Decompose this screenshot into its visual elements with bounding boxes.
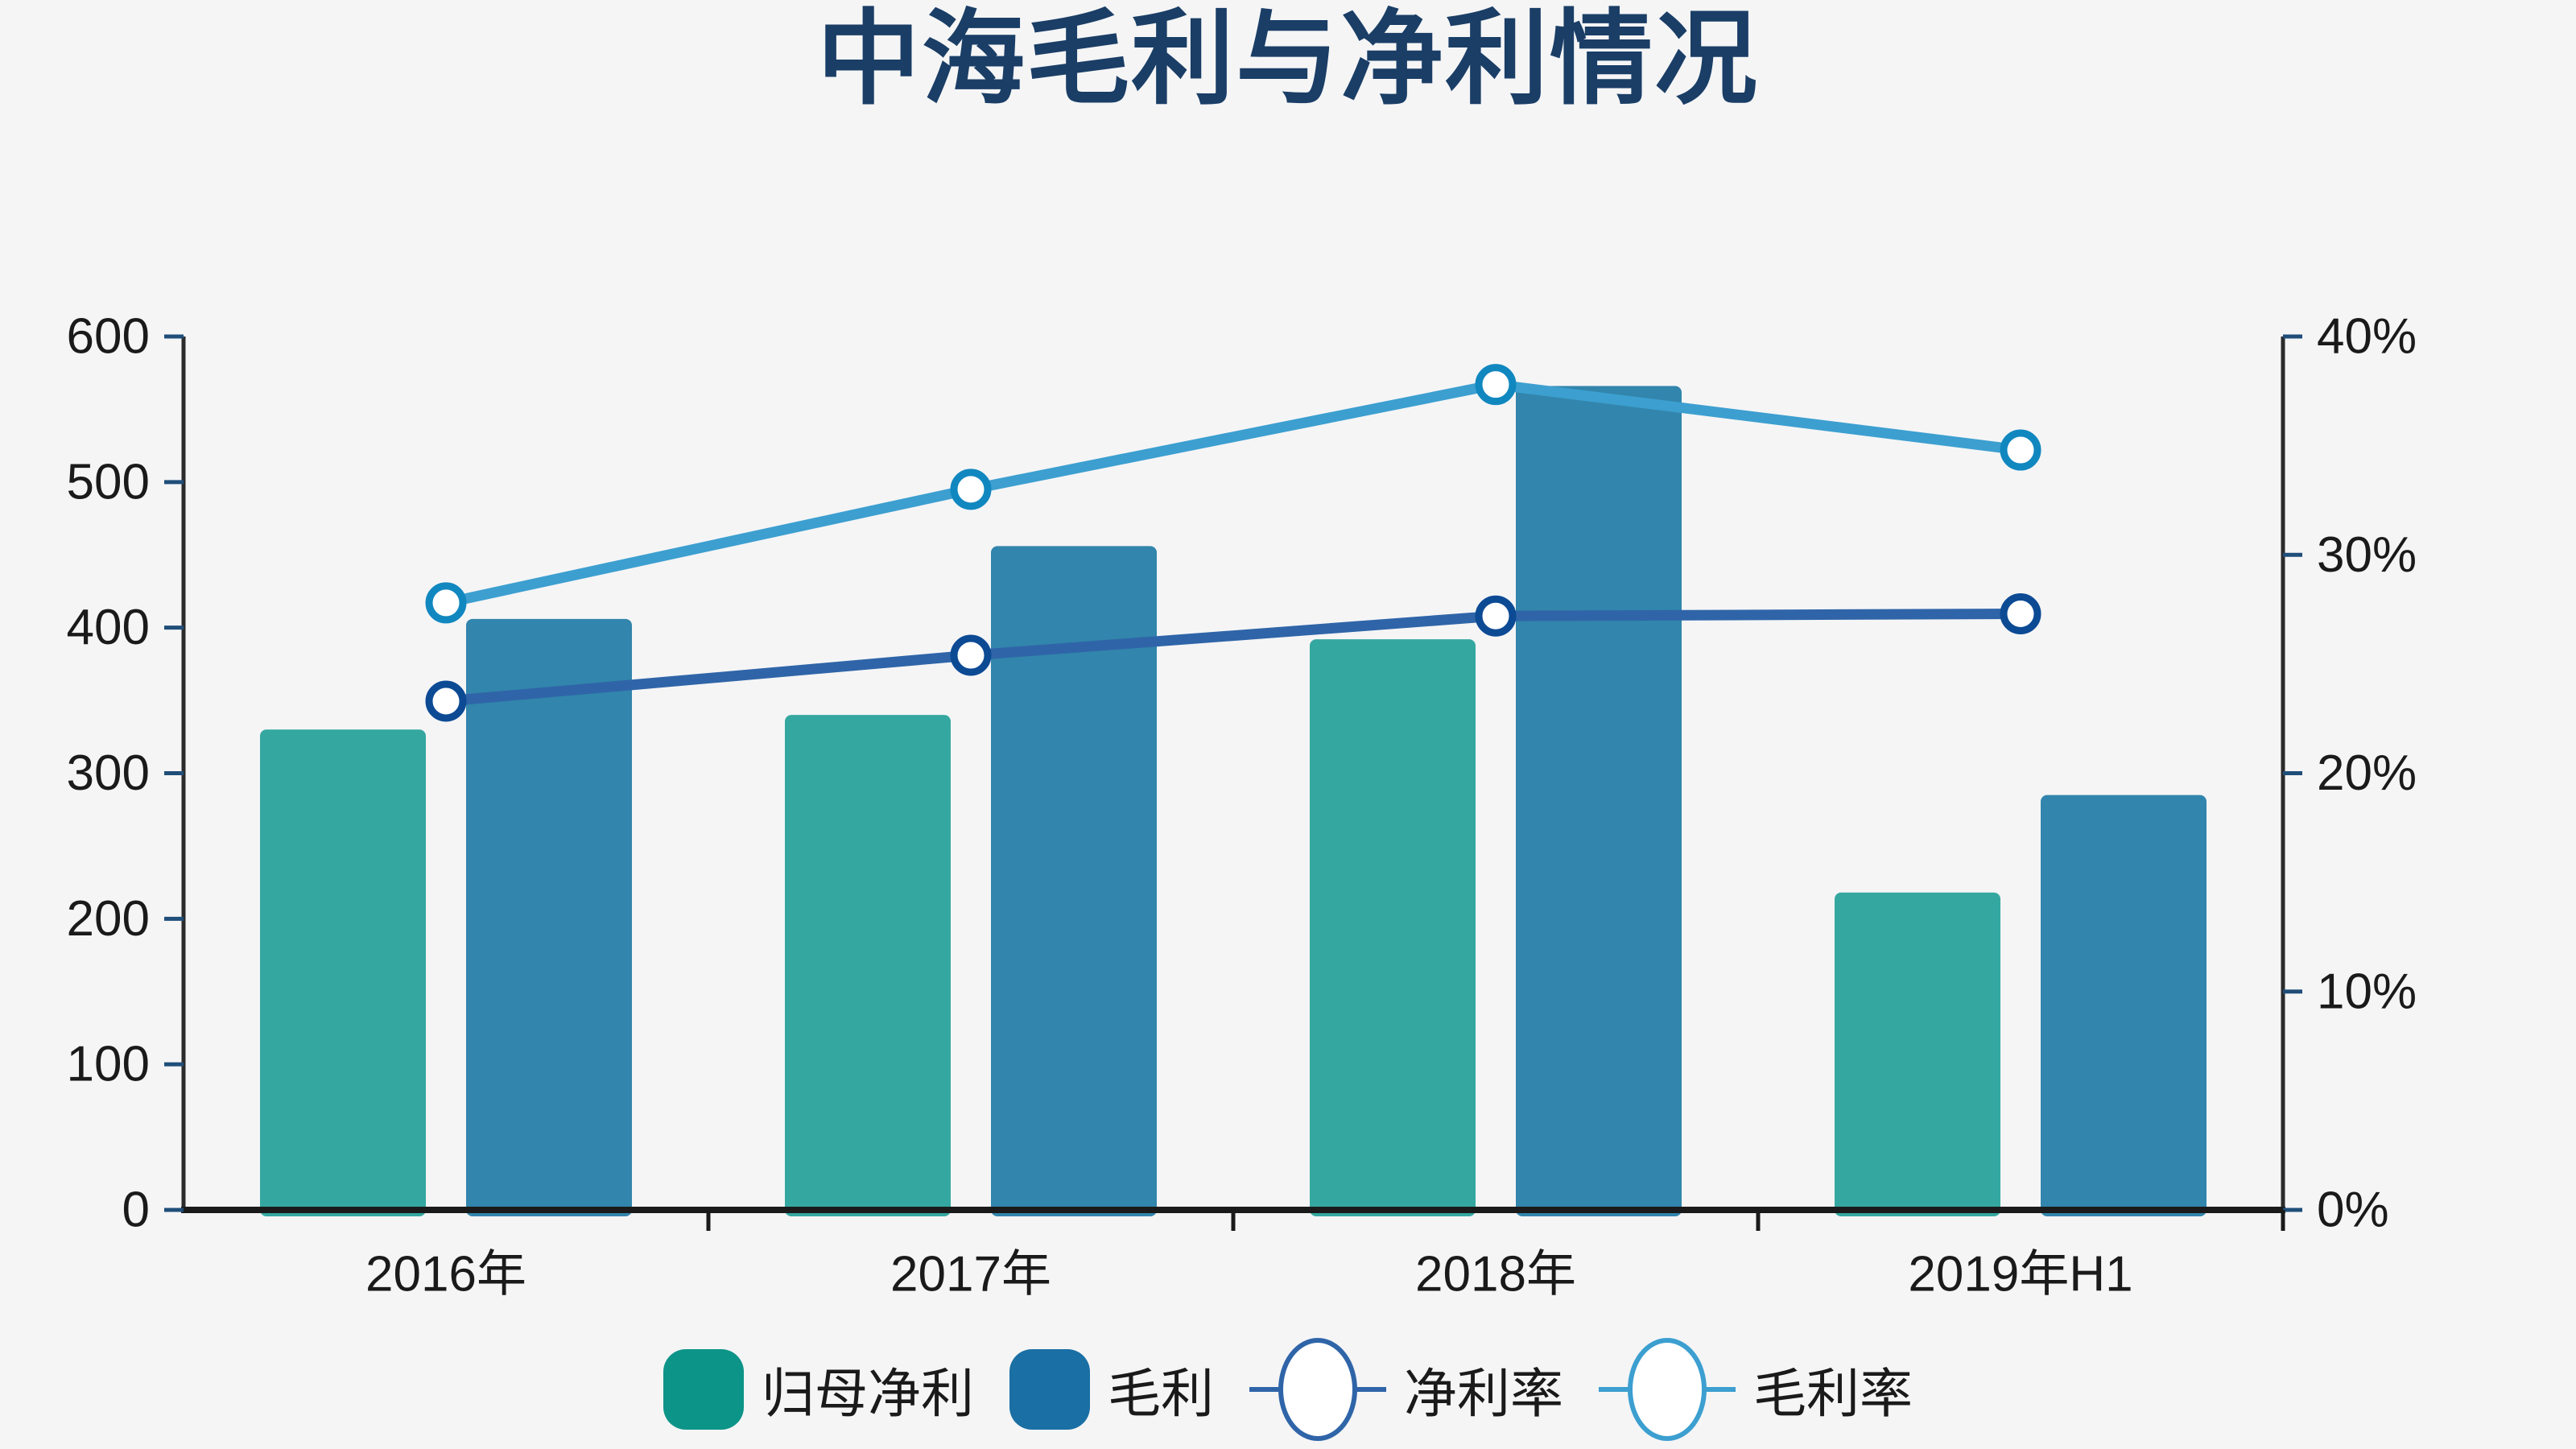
line-gross-margin[interactable] [440,379,2026,609]
y-left-label-400: 400 [67,600,150,655]
x-label-2017年: 2017年 [890,1247,1051,1302]
bar-net-profit-2016年[interactable] [260,729,426,1216]
lines-layer [440,379,2026,707]
legend-label-net-margin: 净利率 [1404,1364,1563,1423]
legend-label-net-profit: 归母净利 [762,1364,974,1423]
y-left-label-0: 0 [122,1183,150,1238]
y-left-label-500: 500 [67,454,150,510]
legend-label-gross-profit: 毛利 [1108,1364,1214,1423]
chart-legend: 归母净利 毛利 净利率 毛利率 [0,1333,2576,1446]
legend-label-gross-margin: 毛利率 [1753,1364,1913,1423]
marker-gross-margin-2017年[interactable] [950,469,992,510]
x-label-2019年H1: 2019年H1 [1908,1247,2132,1302]
legend-item-net-profit[interactable]: 归母净利 [663,1349,974,1430]
bar-net-profit-2017年[interactable] [785,715,951,1216]
marker-net-margin-2017年[interactable] [950,634,992,676]
markers-layer [425,364,2041,722]
legend-line-icon-gross-margin [1599,1338,1736,1441]
y-right-label-40%: 40% [2317,309,2417,365]
y-left-label-100: 100 [67,1037,150,1092]
chart-title: 中海毛利与净利情况 [816,2,1759,117]
legend-swatch-gross-profit [1009,1349,1090,1430]
marker-gross-margin-2016年[interactable] [425,582,467,624]
marker-net-margin-2019年H1[interactable] [2000,592,2041,634]
x-label-2018年: 2018年 [1415,1247,1576,1302]
legend-swatch-net-profit [663,1349,744,1430]
y-left-label-600: 600 [67,309,150,365]
marker-net-margin-2016年[interactable] [425,680,467,722]
legend-item-gross-profit[interactable]: 毛利 [1009,1349,1214,1430]
y-right-label-10%: 10% [2317,964,2417,1019]
y-right-label-20%: 20% [2317,745,2417,801]
y-right-label-30%: 30% [2317,527,2417,583]
bar-gross-profit-2018年[interactable] [1516,386,1682,1216]
marker-net-margin-2018年[interactable] [1475,595,1517,637]
bar-gross-profit-2016年[interactable] [466,618,632,1216]
bar-net-profit-2019年H1[interactable] [1835,892,2000,1216]
y-left-label-200: 200 [67,891,150,947]
x-label-2016年: 2016年 [365,1247,526,1302]
line-net-margin[interactable] [440,608,2026,707]
marker-gross-margin-2019年H1[interactable] [2000,429,2041,471]
legend-line-icon-net-margin [1249,1338,1386,1441]
bar-net-profit-2018年[interactable] [1310,639,1476,1216]
y-left-label-300: 300 [67,745,150,801]
legend-item-net-margin[interactable]: 净利率 [1249,1333,1563,1446]
bar-gross-profit-2017年[interactable] [991,546,1157,1216]
legend-item-gross-margin[interactable]: 毛利率 [1599,1333,1913,1446]
y-right-label-0%: 0% [2317,1183,2389,1238]
marker-gross-margin-2018年[interactable] [1475,364,1517,406]
bar-gross-profit-2019年H1[interactable] [2041,795,2207,1216]
axes-layer: 0 100 200 300 400 500 600 0% 10% 20% 30% 40% 2016年 20… [67,309,2417,1302]
bars-layer [260,386,2207,1216]
